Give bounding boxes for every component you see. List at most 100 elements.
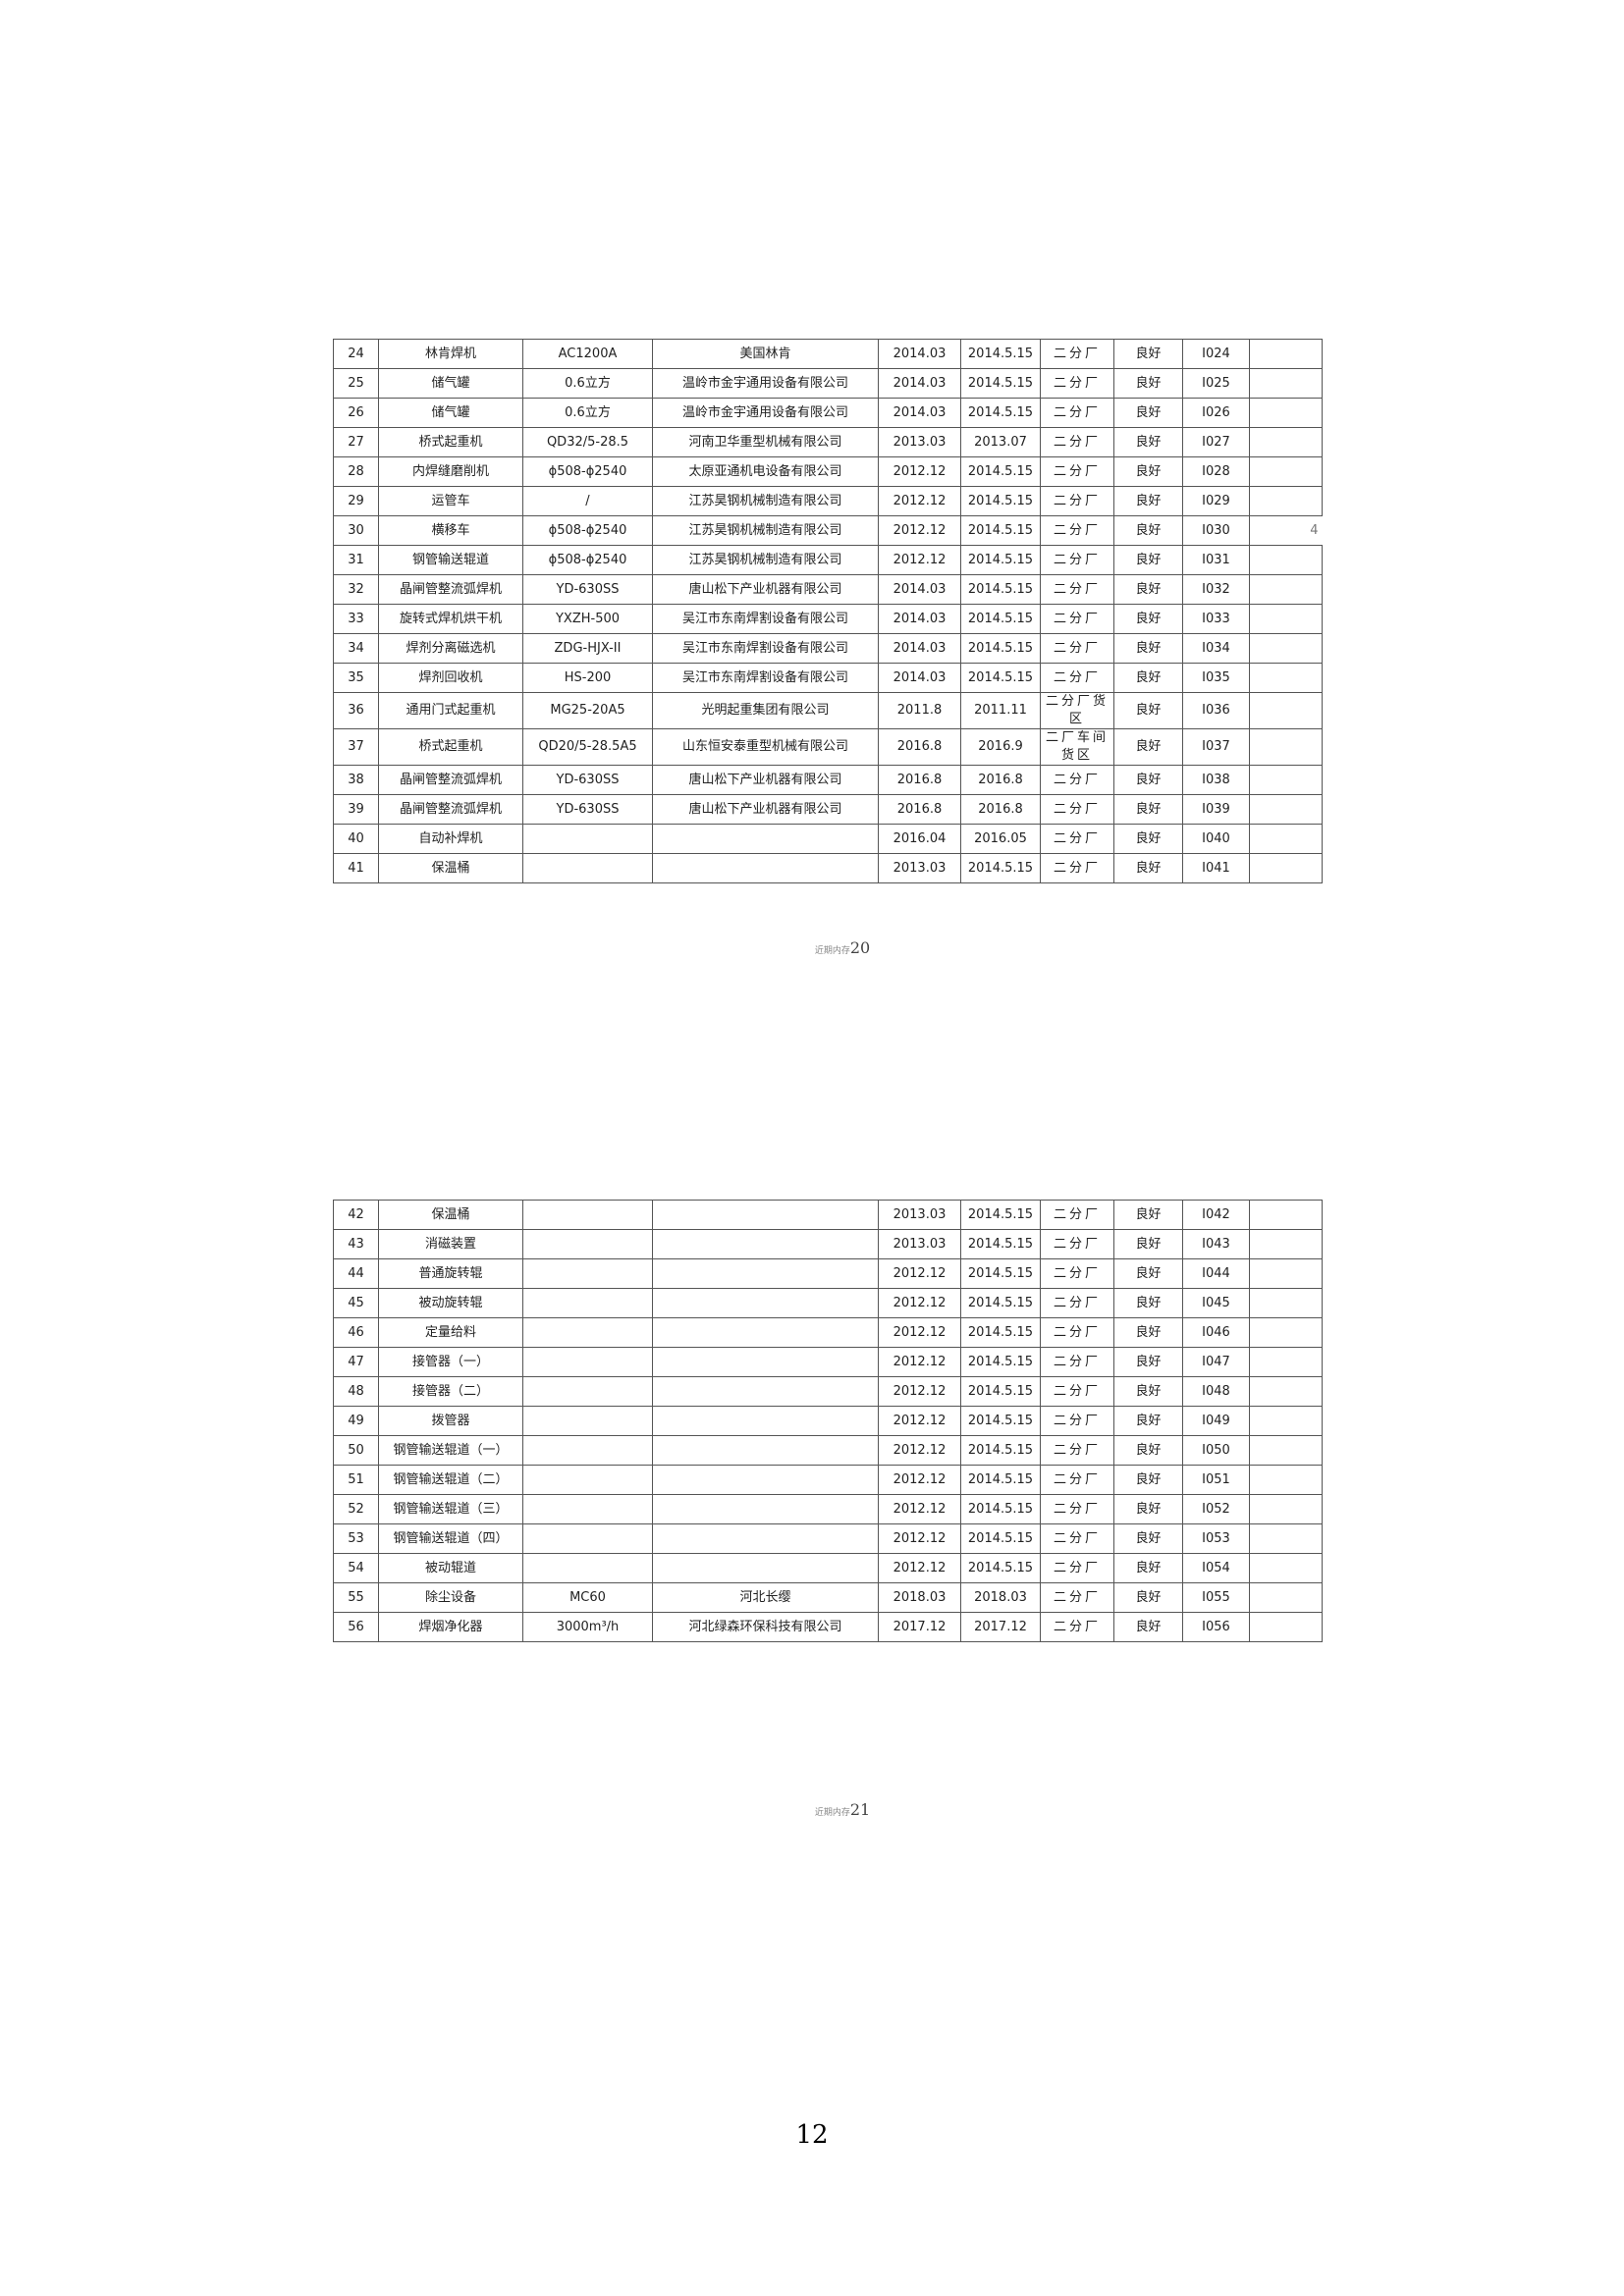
table-cell: 二分厂 <box>1040 574 1114 605</box>
table-cell: 2012.12 <box>878 1317 961 1348</box>
table-cell: 2018.03 <box>960 1582 1041 1613</box>
table-cell <box>652 1376 879 1407</box>
table-cell: 2016.8 <box>960 765 1041 795</box>
table-cell: 晶闸管整流弧焊机 <box>378 574 523 605</box>
table-cell: I044 <box>1182 1258 1250 1289</box>
table-cell: 2014.5.15 <box>960 663 1041 693</box>
table-cell <box>1249 1317 1323 1348</box>
table-cell: ϕ508-ϕ2540 <box>522 515 653 546</box>
table-cell: 2014.5.15 <box>960 1376 1041 1407</box>
table-cell: I043 <box>1182 1229 1250 1259</box>
table-cell: I034 <box>1182 633 1250 664</box>
table-cell: I048 <box>1182 1376 1250 1407</box>
table-cell: 0.6立方 <box>522 368 653 399</box>
table-cell <box>1249 604 1323 634</box>
page-number: 12 <box>795 2120 829 2150</box>
table-cell: 48 <box>333 1376 379 1407</box>
table-cell: 2014.5.15 <box>960 368 1041 399</box>
table-cell: 二分厂 <box>1040 604 1114 634</box>
table-cell: 良好 <box>1113 728 1183 766</box>
table-cell <box>1249 368 1323 399</box>
table-cell: 良好 <box>1113 1553 1183 1583</box>
table-cell <box>1249 427 1323 457</box>
table-cell <box>1249 1435 1323 1466</box>
table-cell: 35 <box>333 663 379 693</box>
table-cell: I038 <box>1182 765 1250 795</box>
table-cell: 27 <box>333 427 379 457</box>
table-cell: I037 <box>1182 728 1250 766</box>
table-cell: 2012.12 <box>878 1494 961 1524</box>
table-cell: MC60 <box>522 1582 653 1613</box>
table-cell: 晶闸管整流弧焊机 <box>378 765 523 795</box>
table-cell: 良好 <box>1113 853 1183 883</box>
table-cell: 2012.12 <box>878 545 961 575</box>
table-cell: I039 <box>1182 794 1250 825</box>
table-row: 41 保温桶 2013.03 2014.5.15 二分厂 良好 I041 <box>333 853 1323 883</box>
table-cell <box>652 1288 879 1318</box>
table-cell: 2014.5.15 <box>960 1200 1041 1230</box>
table-row: 30 横移车 ϕ508-ϕ2540 江苏昊钢机械制造有限公司 2012.12 2014.5… <box>333 515 1323 546</box>
table-cell: 良好 <box>1113 1435 1183 1466</box>
table-cell: I030 <box>1182 515 1250 546</box>
table-row: 42 保温桶 2013.03 2014.5.15 二分厂 良好 I042 <box>333 1200 1323 1230</box>
table-cell: 江苏昊钢机械制造有限公司 <box>652 486 879 516</box>
table-cell <box>522 1229 653 1259</box>
table-row: 37 桥式起重机 QD20/5-28.5A5 山东恒安泰重型机械有限公司 2016.8 2… <box>333 728 1323 766</box>
table-cell <box>652 1435 879 1466</box>
table-cell <box>1249 1406 1323 1436</box>
table-cell: 49 <box>333 1406 379 1436</box>
table-cell: 二分厂 <box>1040 853 1114 883</box>
table-cell: 运管车 <box>378 486 523 516</box>
table-cell <box>652 1523 879 1554</box>
table-cell: 二分厂 <box>1040 486 1114 516</box>
table-cell: 31 <box>333 545 379 575</box>
table-cell: 二分厂 <box>1040 1582 1114 1613</box>
table-cell: 34 <box>333 633 379 664</box>
footer: 近期内存20 <box>744 938 941 957</box>
table-row: 36 通用门式起重机 MG25-20A5 光明起重集团有限公司 2011.8 2011.1… <box>333 692 1323 729</box>
table-row: 51 钢管输送辊道（二） 2012.12 2014.5.15 二分厂 良好 I051 <box>333 1465 1323 1495</box>
table-cell: 钢管输送辊道（四） <box>378 1523 523 1554</box>
table-cell: 良好 <box>1113 633 1183 664</box>
table-cell <box>652 1553 879 1583</box>
table-cell <box>652 853 879 883</box>
table-cell: 2017.12 <box>878 1612 961 1642</box>
table-cell: 2014.03 <box>878 574 961 605</box>
table-cell: 良好 <box>1113 663 1183 693</box>
table-cell: I032 <box>1182 574 1250 605</box>
table-cell: 2013.03 <box>878 427 961 457</box>
table-row: 45 被动旋转辊 2012.12 2014.5.15 二分厂 良好 I045 <box>333 1288 1323 1318</box>
table-cell: 2014.5.15 <box>960 1288 1041 1318</box>
table-cell: MG25-20A5 <box>522 692 653 729</box>
table-cell: 2014.5.15 <box>960 604 1041 634</box>
table-cell <box>522 1465 653 1495</box>
table-cell: 47 <box>333 1347 379 1377</box>
table-cell: YD-630SS <box>522 794 653 825</box>
table-cell <box>1249 398 1323 428</box>
table-cell <box>522 1288 653 1318</box>
table-cell: 良好 <box>1113 1612 1183 1642</box>
table-cell: I046 <box>1182 1317 1250 1348</box>
table-cell: 2016.04 <box>878 824 961 854</box>
table-cell: 江苏昊钢机械制造有限公司 <box>652 545 879 575</box>
table-cell: 良好 <box>1113 545 1183 575</box>
table-cell <box>1249 1200 1323 1230</box>
equipment-table: 42 保温桶 2013.03 2014.5.15 二分厂 良好 I042 43 消磁装置 2013… <box>333 1200 1323 1642</box>
table-cell: 焊剂回收机 <box>378 663 523 693</box>
table-cell <box>1249 574 1323 605</box>
table-cell: 二分厂 <box>1040 1229 1114 1259</box>
table-row: 29 运管车 / 江苏昊钢机械制造有限公司 2012.12 2014.5.15 二分厂 良好 I… <box>333 486 1323 516</box>
table-cell: 32 <box>333 574 379 605</box>
table-cell: 保温桶 <box>378 1200 523 1230</box>
table-cell: 30 <box>333 515 379 546</box>
table-cell: 46 <box>333 1317 379 1348</box>
table-cell: 2014.5.15 <box>960 1435 1041 1466</box>
table-cell: QD32/5-28.5 <box>522 427 653 457</box>
table-cell: 52 <box>333 1494 379 1524</box>
table-cell: 2014.5.15 <box>960 1229 1041 1259</box>
table-cell: 45 <box>333 1288 379 1318</box>
table-cell: 良好 <box>1113 1465 1183 1495</box>
table-cell: 二分厂 <box>1040 1523 1114 1554</box>
table-cell: I041 <box>1182 853 1250 883</box>
table-cell: 二分厂 <box>1040 1612 1114 1642</box>
